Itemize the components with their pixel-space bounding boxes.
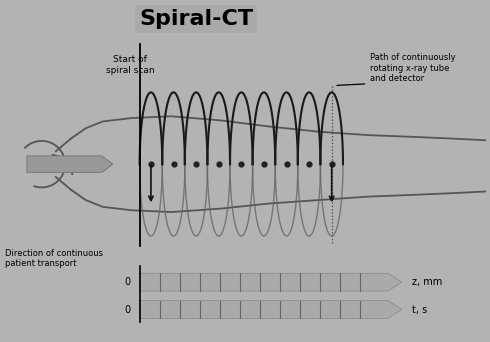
FancyArrow shape [140, 273, 402, 291]
Text: Path of continuously
rotating x-ray tube
and detector: Path of continuously rotating x-ray tube… [370, 53, 456, 83]
Text: 0: 0 [124, 277, 131, 287]
Text: t, s: t, s [412, 304, 427, 315]
Text: z, mm: z, mm [412, 277, 442, 287]
Text: 0: 0 [124, 304, 131, 315]
Text: Direction of continuous
patient transport: Direction of continuous patient transpor… [5, 249, 103, 268]
Text: Start of
spiral scan: Start of spiral scan [105, 55, 154, 75]
Text: Spiral-CT: Spiral-CT [139, 9, 253, 28]
FancyArrow shape [140, 301, 402, 318]
FancyArrow shape [27, 156, 113, 172]
